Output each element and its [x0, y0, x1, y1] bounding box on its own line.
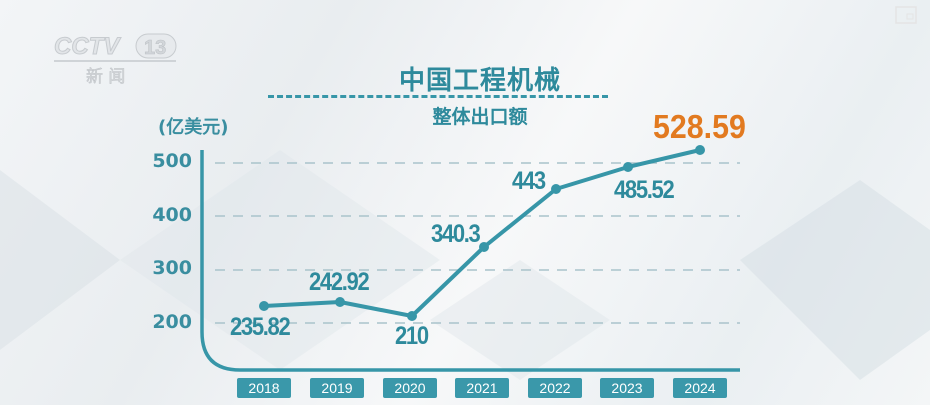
value-label-2024: 528.59 — [653, 108, 746, 145]
x-label-2019: 2019 — [310, 378, 364, 398]
svg-text:13: 13 — [144, 37, 166, 59]
x-label-2020: 2020 — [383, 378, 437, 398]
x-label-2023: 2023 — [600, 378, 654, 398]
title-divider — [268, 95, 608, 98]
svg-text:新 闻: 新 闻 — [86, 67, 125, 86]
cctv13-logo: CCTV 13 新 闻 — [52, 30, 182, 87]
value-label-2023: 485.52 — [614, 176, 675, 204]
y-axis-unit: (亿美元) — [158, 117, 229, 138]
y-tick-200: 200 — [152, 311, 192, 333]
chart-subtitle: 整体出口额 — [432, 106, 528, 128]
chart-title: 中国工程机械 — [398, 66, 561, 96]
value-label-2019: 242.92 — [309, 268, 370, 296]
watermark-icon — [895, 6, 919, 24]
axis-line — [200, 150, 740, 372]
x-label-2024: 2024 — [673, 378, 727, 398]
x-label-2021: 2021 — [455, 378, 509, 398]
y-tick-400: 400 — [152, 204, 192, 226]
data-points — [259, 145, 705, 321]
y-tick-500: 500 — [152, 150, 192, 172]
svg-text:CCTV: CCTV — [54, 33, 121, 60]
x-label-2022: 2022 — [528, 378, 582, 398]
y-tick-300: 300 — [152, 257, 192, 279]
value-label-2020: 210 — [395, 322, 429, 350]
value-label-2021: 340.3 — [431, 220, 481, 248]
x-label-2018: 2018 — [237, 378, 291, 398]
value-label-2018: 235.82 — [230, 313, 291, 341]
value-label-2022: 443 — [512, 167, 546, 195]
